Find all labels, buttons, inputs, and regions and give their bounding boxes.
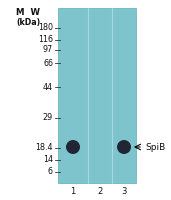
Text: 29: 29 xyxy=(43,114,53,122)
Text: 2: 2 xyxy=(97,186,103,196)
Text: 14: 14 xyxy=(43,156,53,164)
Text: 180: 180 xyxy=(38,23,53,32)
Text: 18.4: 18.4 xyxy=(36,144,53,152)
Text: SpiB: SpiB xyxy=(145,142,165,152)
Ellipse shape xyxy=(66,140,80,154)
Ellipse shape xyxy=(117,140,131,154)
Text: 116: 116 xyxy=(38,36,53,45)
Text: (kDa): (kDa) xyxy=(16,18,40,27)
Text: 66: 66 xyxy=(43,58,53,68)
Text: M  W: M W xyxy=(16,8,40,17)
Bar xyxy=(58,8,136,183)
Text: 97: 97 xyxy=(43,46,53,54)
Text: 1: 1 xyxy=(70,186,76,196)
Text: 44: 44 xyxy=(43,82,53,92)
Text: 6: 6 xyxy=(48,168,53,176)
Text: 3: 3 xyxy=(121,186,127,196)
